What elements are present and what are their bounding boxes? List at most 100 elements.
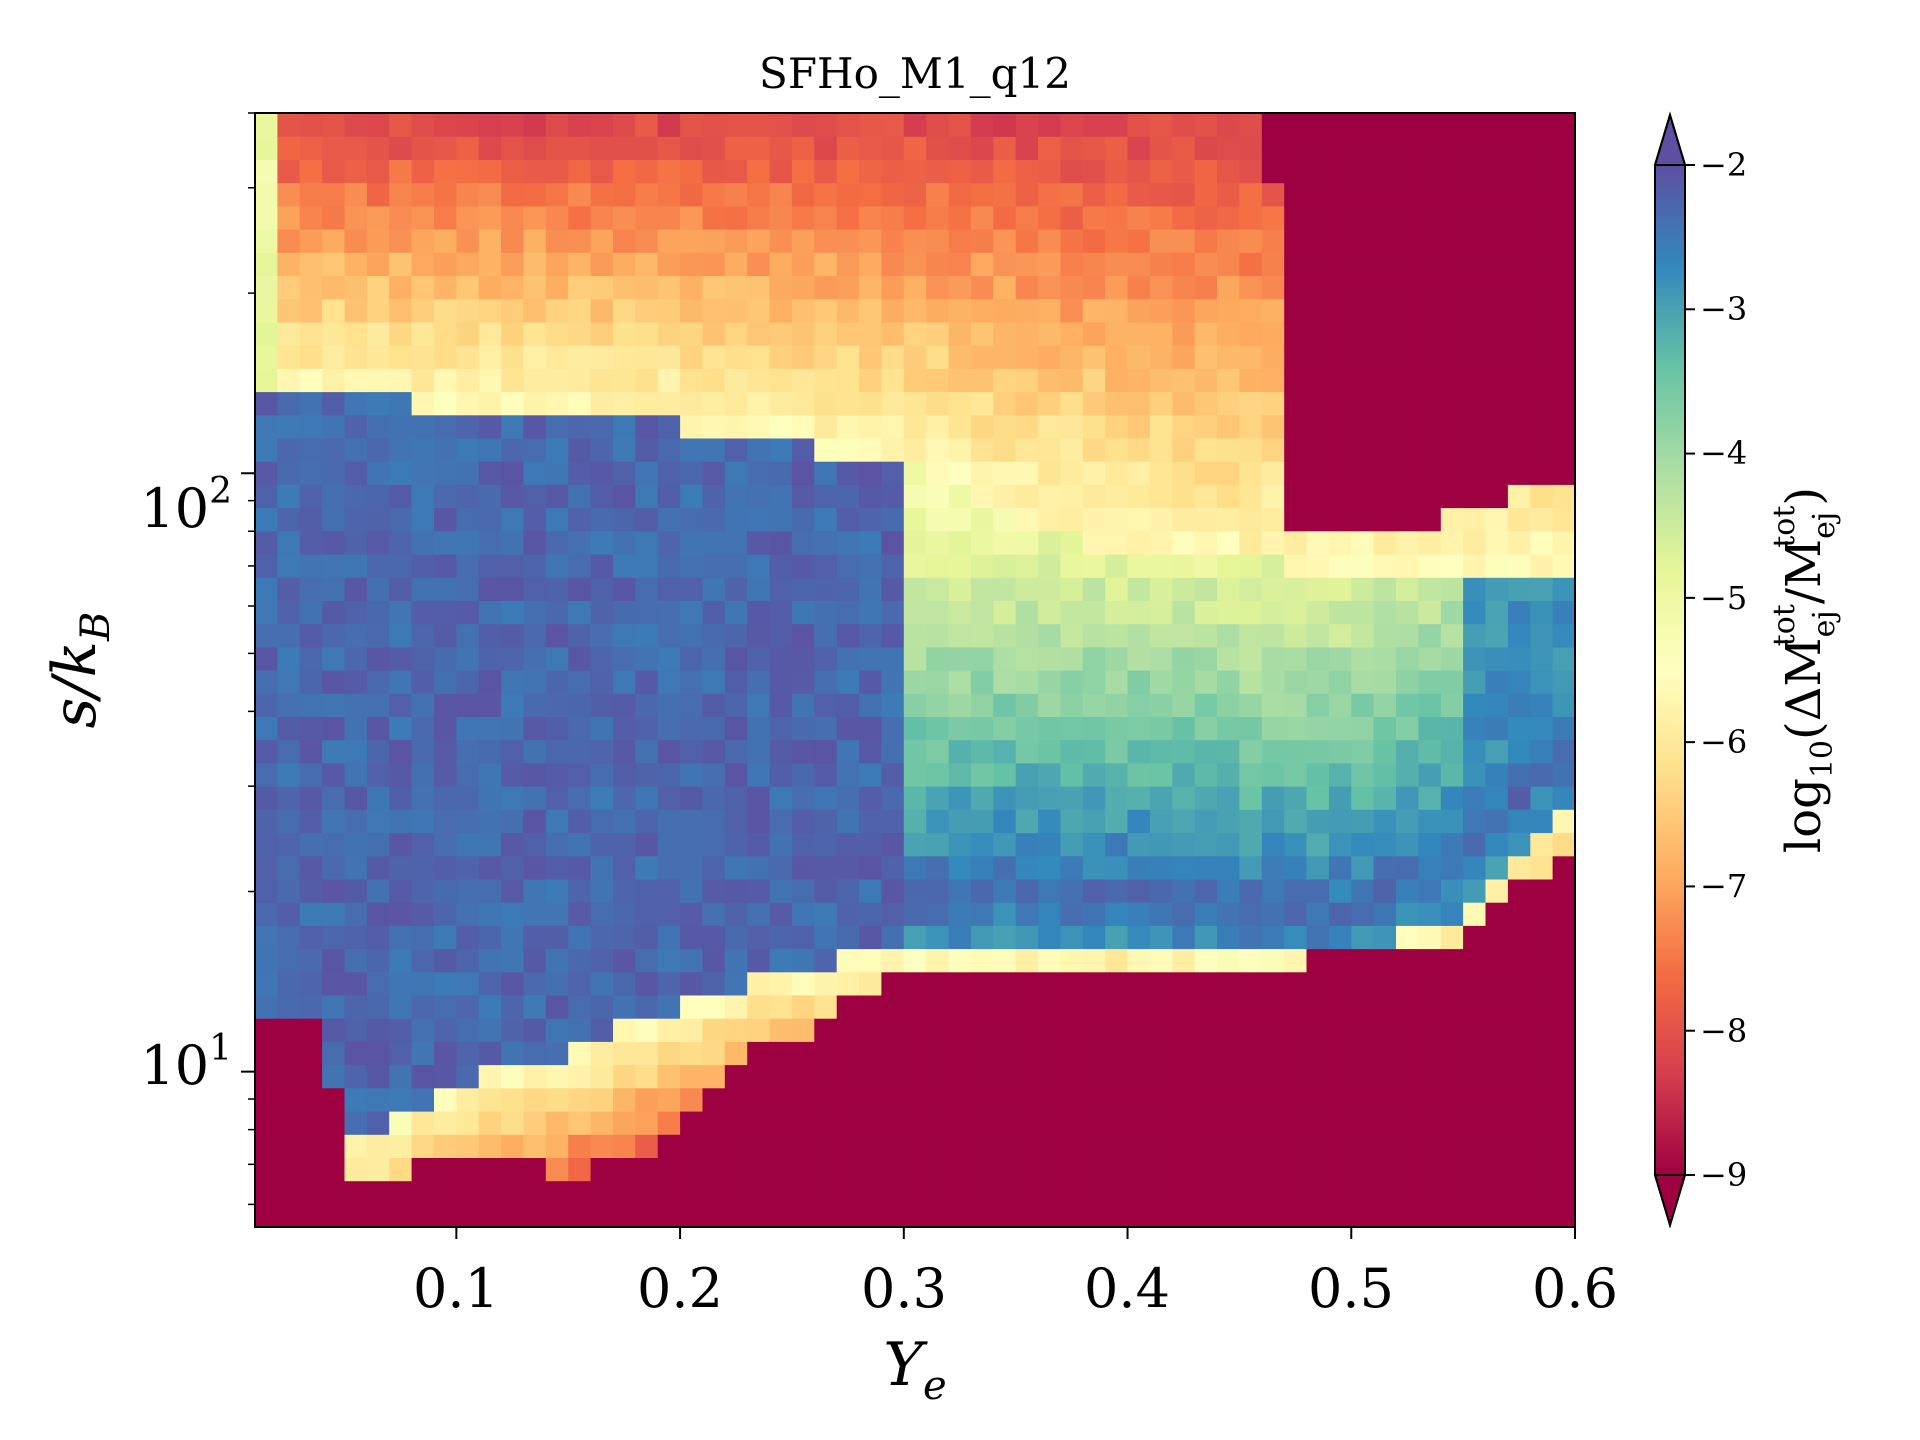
heatmap-cell <box>881 925 905 950</box>
heatmap-cell <box>724 530 748 555</box>
heatmap-cell <box>1418 484 1442 509</box>
heatmap-cell <box>948 298 972 323</box>
heatmap-cell <box>434 1157 457 1182</box>
heatmap-cell <box>903 229 927 253</box>
heatmap-cell <box>1351 832 1375 857</box>
heatmap-cell <box>1418 1041 1442 1066</box>
heatmap-cell <box>635 182 659 207</box>
heatmap-cell <box>590 391 614 416</box>
heatmap-cell <box>1396 577 1419 601</box>
heatmap-cell <box>1105 414 1129 439</box>
heatmap-cell <box>322 229 346 253</box>
heatmap-cell <box>389 159 413 184</box>
heatmap-cell <box>255 693 278 717</box>
heatmap-cell <box>523 321 547 346</box>
heatmap-cell <box>456 948 480 973</box>
heatmap-cell <box>1127 229 1151 253</box>
heatmap-cell <box>1440 902 1464 926</box>
heatmap-cell <box>836 577 860 601</box>
heatmap-cell <box>1463 484 1487 509</box>
heatmap-cell <box>1060 530 1084 555</box>
heatmap-cell <box>1060 902 1084 926</box>
heatmap-cell <box>747 762 771 787</box>
heatmap-cell <box>1038 739 1062 764</box>
heatmap-cell <box>344 670 368 694</box>
heatmap-cell <box>814 484 838 509</box>
heatmap-cell <box>590 832 614 857</box>
heatmap-cell <box>1082 693 1106 717</box>
heatmap-cell <box>970 345 994 369</box>
heatmap-cell <box>545 623 569 648</box>
heatmap-cell <box>344 832 368 857</box>
heatmap-cell <box>970 786 994 810</box>
heatmap-cell <box>1418 229 1442 253</box>
heatmap-cell <box>344 623 368 648</box>
heatmap-cell <box>903 461 927 485</box>
heatmap-cell <box>680 832 704 857</box>
heatmap-cell <box>1328 1134 1352 1158</box>
heatmap-cell <box>1485 205 1509 230</box>
heatmap-cell <box>344 1180 368 1205</box>
heatmap-cell <box>747 275 771 300</box>
heatmap-cell <box>255 878 278 903</box>
heatmap-cell <box>993 1203 1017 1227</box>
heatmap-cell <box>635 878 659 903</box>
heatmap-cell <box>1507 577 1531 601</box>
heatmap-cell <box>1306 855 1330 880</box>
heatmap-cell <box>657 391 681 416</box>
heatmap-cell <box>1373 925 1397 950</box>
heatmap-cell <box>836 182 860 207</box>
heatmap-cell <box>590 855 614 880</box>
heatmap-cell <box>389 762 413 787</box>
heatmap-cell <box>277 252 301 277</box>
heatmap-cell <box>389 623 413 648</box>
heatmap-cell <box>1485 1087 1509 1112</box>
heatmap-cell <box>456 275 480 300</box>
heatmap-cell <box>724 1087 748 1112</box>
heatmap-cell <box>1127 1157 1151 1182</box>
heatmap-cell <box>590 298 614 323</box>
heatmap-cell <box>322 693 346 717</box>
heatmap-cell <box>1507 182 1531 207</box>
heatmap-cell <box>881 205 905 230</box>
heatmap-cell <box>993 739 1017 764</box>
heatmap-cell <box>903 1041 927 1066</box>
heatmap-cell <box>702 739 726 764</box>
heatmap-cell <box>1418 902 1442 926</box>
heatmap-cell <box>1530 1157 1554 1182</box>
heatmap-cell <box>1105 229 1129 253</box>
heatmap-cell <box>1060 670 1084 694</box>
heatmap-cell <box>1082 878 1106 903</box>
heatmap-cell <box>1284 252 1308 277</box>
heatmap-cell <box>478 321 502 346</box>
heatmap-cell <box>411 716 435 741</box>
heatmap-cell <box>881 948 905 973</box>
heatmap-cell <box>1463 623 1487 648</box>
heatmap-cell <box>255 762 278 787</box>
heatmap-cell <box>791 1064 815 1089</box>
heatmap-cell <box>434 1064 457 1089</box>
heatmap-cell <box>1351 159 1375 184</box>
heatmap-cell <box>299 1041 323 1066</box>
heatmap-cell <box>1418 368 1442 393</box>
heatmap-cell <box>299 786 323 810</box>
heatmap-cell <box>1306 437 1330 462</box>
heatmap-cell <box>1530 205 1554 230</box>
heatmap-cell <box>635 1041 659 1066</box>
heatmap-cell <box>1552 1180 1575 1205</box>
heatmap-cell <box>299 693 323 717</box>
heatmap-cell <box>478 786 502 810</box>
heatmap-cell <box>1351 971 1375 996</box>
heatmap-cell <box>836 391 860 416</box>
heatmap-cell <box>1485 832 1509 857</box>
heatmap-cell <box>411 275 435 300</box>
heatmap-cell <box>1418 739 1442 764</box>
heatmap-cell <box>277 809 301 834</box>
heatmap-cell <box>926 391 950 416</box>
heatmap-cell <box>1396 623 1419 648</box>
heatmap-cell <box>1440 994 1464 1019</box>
heatmap-cell <box>1172 693 1196 717</box>
heatmap-cell <box>255 1180 278 1205</box>
heatmap-cell <box>456 670 480 694</box>
heatmap-cell <box>1507 1203 1531 1227</box>
